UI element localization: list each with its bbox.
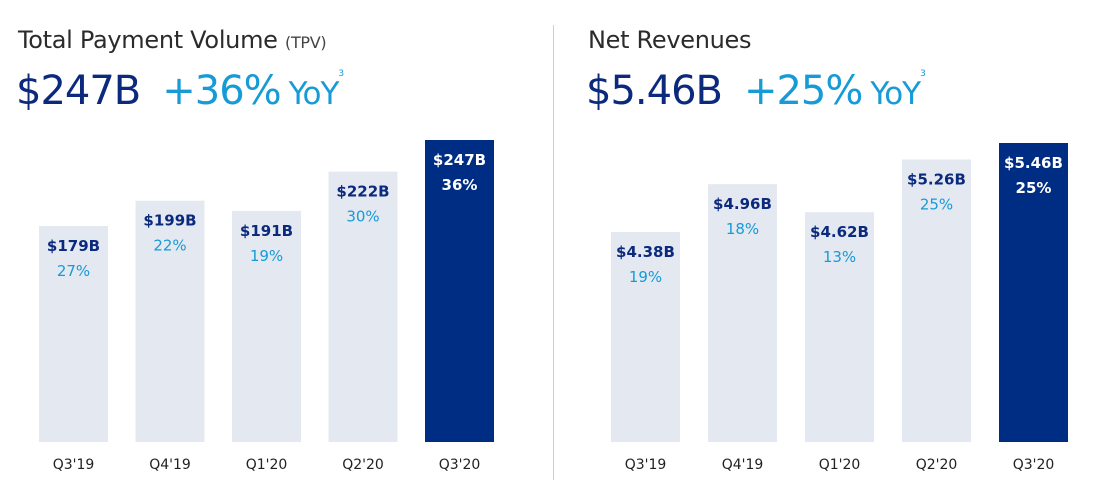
- revenue-bar: [902, 159, 971, 443]
- tpv-title: Total Payment Volume (TPV): [18, 26, 327, 54]
- tpv-title-text: Total Payment Volume: [18, 26, 278, 54]
- tpv-category-label: Q1'20: [246, 457, 288, 473]
- revenue-headline: $5.46B +25% YoY3: [586, 68, 926, 114]
- tpv-growth-label: 22%: [153, 237, 186, 255]
- revenue-category-label: Q1'20: [819, 457, 861, 473]
- revenue-category-label: Q3'19: [625, 457, 667, 473]
- revenue-bar: [708, 184, 777, 442]
- tpv-value-label: $247B: [433, 151, 486, 169]
- tpv-value-label: $199B: [143, 212, 196, 230]
- tpv-value-label: $179B: [47, 237, 100, 255]
- revenue-value-label: $5.46B: [1004, 154, 1063, 172]
- tpv-footnote: 3: [338, 69, 344, 79]
- revenue-headline-yoy: YoY: [870, 76, 921, 112]
- tpv-bar: [425, 140, 494, 442]
- revenue-title-text: Net Revenues: [588, 26, 752, 54]
- revenue-category-label: Q2'20: [916, 457, 958, 473]
- revenue-value-label: $4.96B: [713, 195, 772, 213]
- revenue-growth-label: 25%: [920, 195, 953, 213]
- tpv-title-suffix: (TPV): [285, 33, 327, 52]
- tpv-bar: [232, 210, 301, 442]
- revenue-category-label: Q3'20: [1013, 457, 1055, 473]
- tpv-growth-label: 19%: [250, 247, 283, 265]
- tpv-headline: $247B +36% YoY3: [16, 68, 344, 114]
- revenue-title: Net Revenues: [588, 26, 751, 54]
- revenue-value-label: $4.62B: [810, 223, 869, 241]
- revenue-bar: [611, 231, 680, 442]
- revenue-footnote: 3: [920, 69, 926, 79]
- tpv-value-label: $191B: [240, 222, 293, 240]
- tpv-growth-label: 36%: [442, 176, 478, 194]
- tpv-bar: [328, 171, 398, 443]
- tpv-headline-yoy: YoY: [288, 76, 340, 112]
- tpv-category-label: Q2'20: [342, 457, 384, 473]
- tpv-category-label: Q3'20: [439, 457, 481, 473]
- tpv-value-label: $222B: [336, 183, 389, 201]
- revenue-growth-label: 25%: [1016, 179, 1052, 197]
- tpv-headline-growth: +36%: [162, 68, 281, 114]
- revenue-headline-value: $5.46B: [586, 68, 723, 114]
- revenue-bar: [805, 212, 874, 442]
- revenue-growth-label: 18%: [726, 220, 759, 238]
- tpv-growth-label: 30%: [346, 208, 379, 226]
- revenue-growth-label: 19%: [629, 268, 662, 286]
- tpv-category-label: Q3'19: [53, 457, 95, 473]
- revenue-category-label: Q4'19: [722, 457, 764, 473]
- revenue-growth-label: 13%: [823, 248, 856, 266]
- tpv-bar: [135, 200, 205, 442]
- tpv-bar: [39, 226, 108, 442]
- tpv-headline-value: $247B: [16, 68, 141, 114]
- revenue-bar: [999, 143, 1068, 442]
- revenue-value-label: $5.26B: [907, 170, 966, 188]
- revenue-value-label: $4.38B: [616, 243, 675, 261]
- tpv-category-label: Q4'19: [149, 457, 191, 473]
- tpv-growth-label: 27%: [57, 262, 90, 280]
- divider: [553, 25, 554, 480]
- revenue-headline-growth: +25%: [743, 68, 863, 114]
